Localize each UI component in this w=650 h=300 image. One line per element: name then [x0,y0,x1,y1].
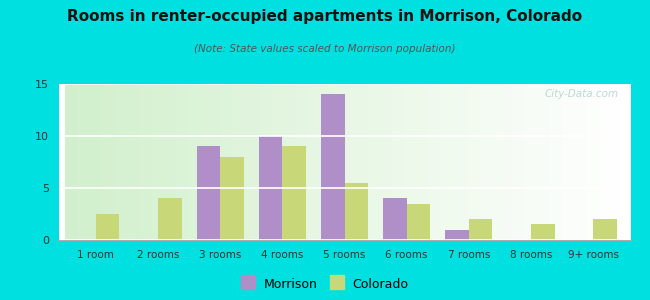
Bar [220,157,244,240]
Bar [158,198,181,240]
Legend: Morrison, Colorado: Morrison, Colorado [239,276,411,294]
Bar [531,224,554,240]
Bar [445,230,469,240]
Text: (Note: State values scaled to Morrison population): (Note: State values scaled to Morrison p… [194,44,456,53]
Bar [344,183,368,240]
Bar [282,146,306,240]
Bar [196,146,220,240]
Bar [259,136,282,240]
Bar [407,204,430,240]
Bar [321,94,345,240]
Text: City-Data.com: City-Data.com [545,89,619,99]
Bar [469,219,493,240]
Text: Rooms in renter-occupied apartments in Morrison, Colorado: Rooms in renter-occupied apartments in M… [68,9,582,24]
Bar [96,214,120,240]
Bar [383,198,407,240]
Bar [593,219,617,240]
